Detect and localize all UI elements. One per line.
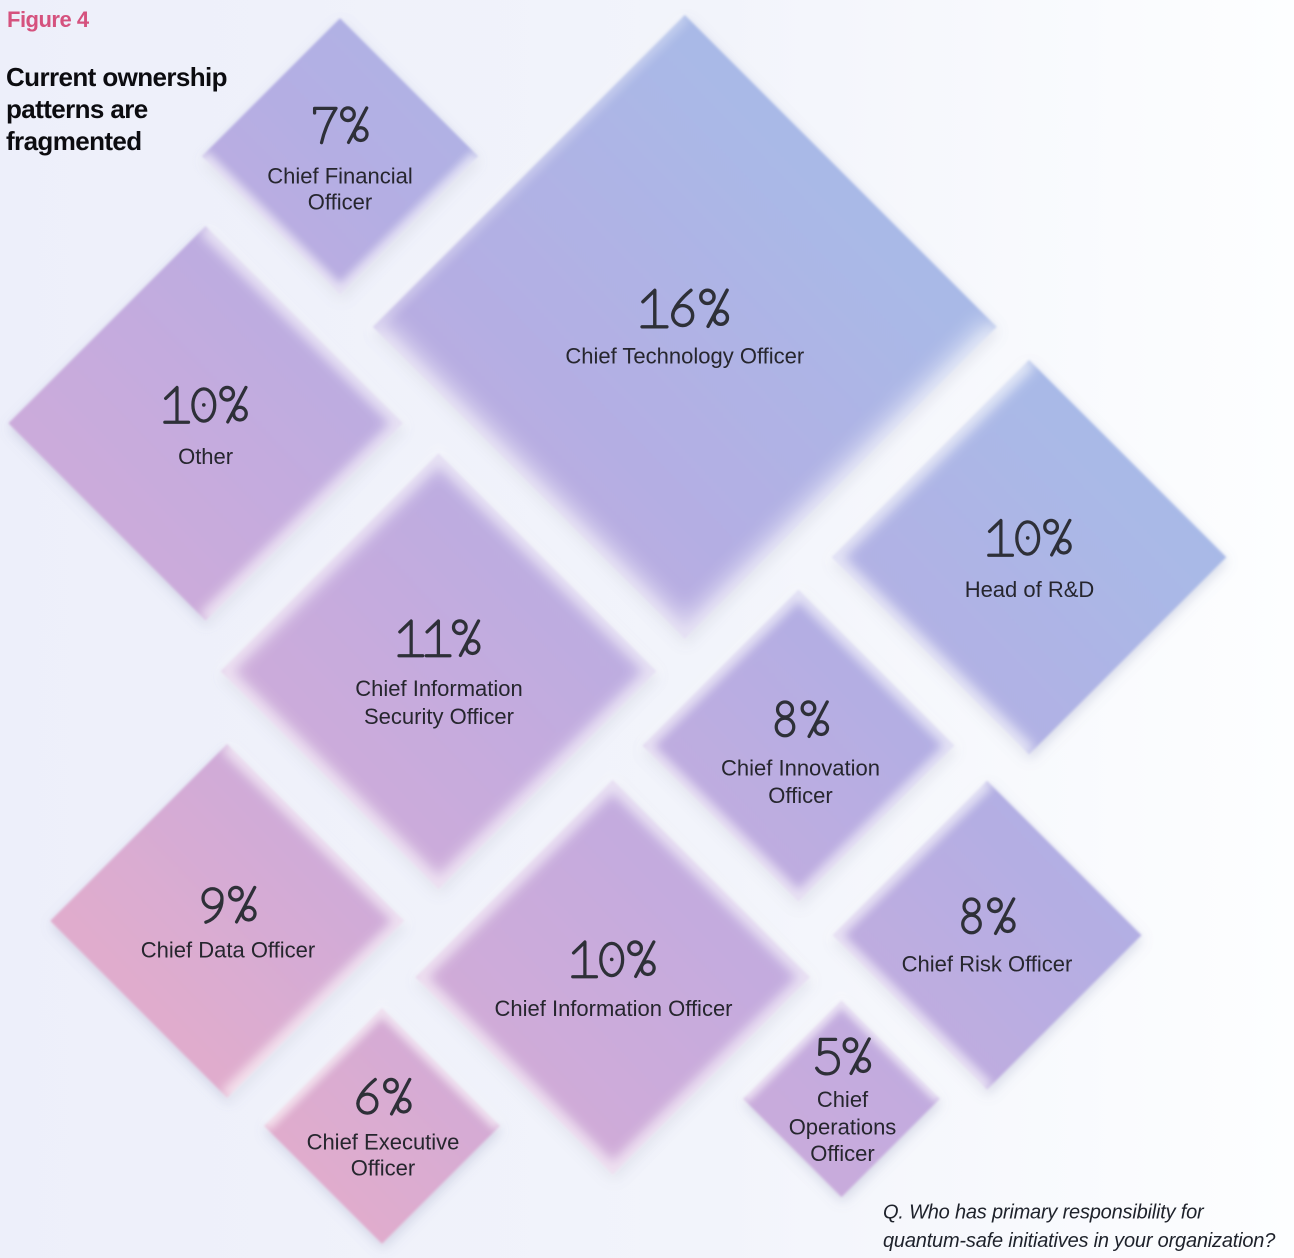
svg-text:Operations: Operations xyxy=(789,1115,897,1140)
svg-text:Chief Innovation: Chief Innovation xyxy=(721,756,880,781)
svg-text:quantum-safe initiatives in yo: quantum-safe initiatives in your organiz… xyxy=(883,1230,1276,1252)
svg-text:Chief Financial: Chief Financial xyxy=(267,164,413,189)
svg-text:Chief: Chief xyxy=(817,1087,869,1112)
svg-text:Chief Information: Chief Information xyxy=(355,676,523,701)
svg-text:Figure 4: Figure 4 xyxy=(7,7,90,32)
svg-text:fragmented: fragmented xyxy=(6,126,142,156)
svg-text:Security Officer: Security Officer xyxy=(364,704,514,729)
svg-text:patterns are: patterns are xyxy=(6,94,148,124)
svg-text:Chief Technology Officer: Chief Technology Officer xyxy=(565,344,804,369)
svg-text:Officer: Officer xyxy=(768,783,832,808)
svg-text:Chief Executive: Chief Executive xyxy=(307,1130,460,1155)
svg-text:Chief Data Officer: Chief Data Officer xyxy=(141,938,315,963)
svg-text:Officer: Officer xyxy=(351,1156,415,1181)
svg-text:Q. Who has primary responsibil: Q. Who has primary responsibility for xyxy=(883,1202,1205,1224)
svg-text:Current ownership: Current ownership xyxy=(6,62,227,92)
svg-text:Other: Other xyxy=(178,444,233,469)
svg-text:Officer: Officer xyxy=(308,190,372,215)
svg-text:Head of R&D: Head of R&D xyxy=(965,577,1095,602)
svg-text:Officer: Officer xyxy=(810,1141,874,1166)
svg-text:Chief Information Officer: Chief Information Officer xyxy=(494,996,732,1021)
svg-text:Chief Risk Officer: Chief Risk Officer xyxy=(902,952,1073,977)
